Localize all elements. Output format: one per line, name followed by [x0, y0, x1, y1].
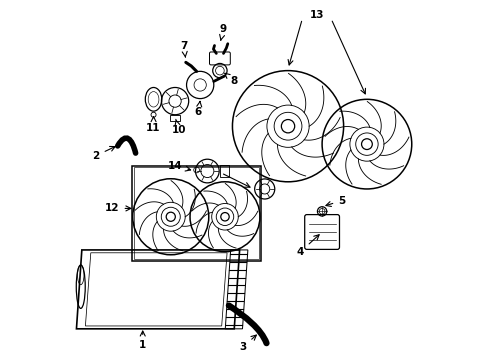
Text: 7: 7: [180, 41, 188, 57]
Text: 1: 1: [139, 331, 147, 350]
Text: 3: 3: [240, 335, 256, 352]
Text: 5: 5: [326, 195, 345, 206]
Text: 8: 8: [225, 73, 238, 86]
Text: 11: 11: [147, 117, 161, 133]
Bar: [170, 115, 180, 121]
Text: 2: 2: [93, 147, 115, 161]
Text: 13: 13: [310, 10, 324, 20]
Text: 6: 6: [195, 102, 202, 117]
Text: 12: 12: [105, 203, 131, 213]
Text: 9: 9: [220, 24, 227, 40]
Text: 4: 4: [297, 235, 319, 257]
Bar: [132, 166, 261, 261]
Text: 10: 10: [172, 119, 186, 135]
Bar: [134, 167, 259, 259]
Text: 14: 14: [168, 161, 191, 171]
Bar: [220, 165, 229, 177]
